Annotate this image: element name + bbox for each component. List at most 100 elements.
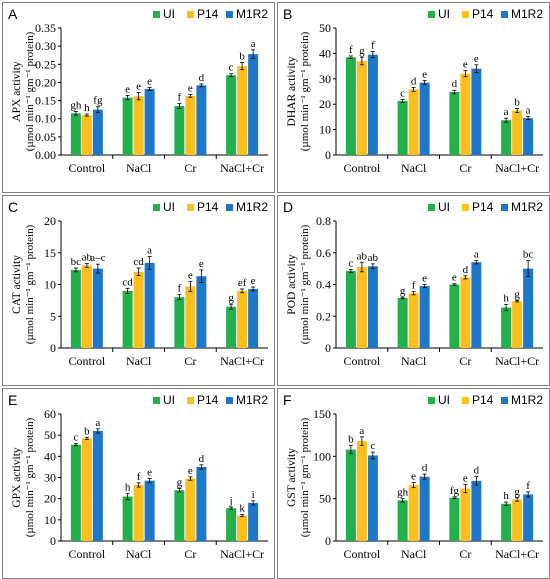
significance-label: fg <box>93 95 103 107</box>
significance-label: cd <box>133 256 144 268</box>
legend-swatch <box>428 11 435 18</box>
bar <box>81 265 92 348</box>
bar <box>523 268 534 348</box>
y-tick-label: 0.05 <box>35 130 56 144</box>
bar <box>196 466 207 541</box>
significance-label: f <box>371 40 375 52</box>
bar <box>449 284 460 348</box>
bar <box>501 120 512 155</box>
legend-label: M1R2 <box>511 7 543 21</box>
significance-label: a <box>474 249 479 261</box>
x-tick-label: NaCl <box>401 354 427 368</box>
x-tick-label: NaCl <box>401 161 427 175</box>
significance-label: a <box>504 106 509 118</box>
chart-panel-b: B UI P14 M1R2 0 10 20 30 40 50 DHAR activity (µmol … <box>277 2 550 193</box>
chart-svg: UI P14 M1R2 0 10 20 30 40 50 DHAR activity (µmol m… <box>286 7 543 175</box>
x-tick-label: Cr <box>184 161 196 175</box>
bar <box>133 484 144 541</box>
legend-label: UI <box>163 393 175 407</box>
significance-label: g <box>359 45 365 57</box>
bar <box>449 92 460 155</box>
bar <box>471 68 482 155</box>
significance-label: bc <box>523 249 534 261</box>
bar <box>174 106 185 155</box>
significance-label: d <box>452 78 458 90</box>
y-tick-label: 0 <box>325 534 331 548</box>
bar <box>408 293 419 348</box>
bar <box>144 262 155 348</box>
y-tick-label: 40 <box>44 449 56 463</box>
bar <box>501 503 512 541</box>
y-axis-unit-label: (µmol min⁻¹ gm⁻¹ protein) <box>24 31 36 151</box>
y-tick-label: 0.20 <box>35 75 56 89</box>
legend-label: UI <box>438 7 450 21</box>
chart-svg: UI P14 M1R2 0 50 100 150 GST activity (µmol min⁻… <box>286 393 543 561</box>
significance-label: f <box>349 44 353 56</box>
significance-label: e <box>422 273 427 285</box>
x-tick-label: Control <box>344 547 381 561</box>
bar <box>471 480 482 541</box>
bar <box>122 496 133 541</box>
significance-label: g <box>177 477 183 489</box>
y-tick-label: 0.30 <box>35 39 56 53</box>
y-tick-label: 50 <box>44 428 56 442</box>
bar <box>70 444 81 541</box>
legend-swatch <box>501 397 508 404</box>
y-tick-label: 0.35 <box>35 21 56 35</box>
significance-label: ab <box>357 250 368 262</box>
panel-letter: A <box>8 6 18 22</box>
legend-swatch <box>153 204 160 211</box>
y-tick-label: 0.00 <box>35 148 56 162</box>
panel-letter: D <box>283 199 294 215</box>
significance-label: c <box>229 62 234 74</box>
legend-swatch <box>153 397 160 404</box>
panel-letter: C <box>8 199 19 215</box>
significance-label: b <box>239 50 245 62</box>
significance-label: b <box>348 433 354 445</box>
legend-swatch <box>153 11 160 18</box>
panel-letter: E <box>8 392 18 408</box>
significance-label: a <box>526 105 531 117</box>
significance-label: e <box>136 81 141 93</box>
bar <box>248 54 259 155</box>
chart-panel-d: D UI P14 M1R2 0 0.2 0.4 0.6 0.8 POD activity (µmol… <box>277 195 550 386</box>
y-tick-label: 20 <box>44 492 56 506</box>
bar <box>501 307 512 348</box>
significance-label: a <box>251 38 256 50</box>
y-tick-label: 0 <box>50 534 56 548</box>
significance-label: d <box>474 465 480 477</box>
bar <box>144 88 155 155</box>
significance-label: e <box>411 471 416 483</box>
legend-swatch <box>501 11 508 18</box>
significance-label: f <box>137 471 141 483</box>
bar <box>185 95 196 155</box>
x-tick-label: NaCl <box>126 161 152 175</box>
legend-swatch <box>462 204 469 211</box>
significance-label: a <box>359 425 364 437</box>
significance-label: cd <box>122 276 133 288</box>
bar <box>345 57 356 155</box>
significance-label: f <box>412 280 416 292</box>
significance-label: g <box>514 486 520 498</box>
y-tick-label: 30 <box>44 471 56 485</box>
y-tick-label: 0 <box>325 341 331 355</box>
bar <box>345 449 356 541</box>
bar <box>449 497 460 541</box>
significance-label: j <box>229 495 233 507</box>
y-tick-label: 10 <box>44 513 56 527</box>
significance-label: c <box>73 432 78 444</box>
y-tick-label: 60 <box>44 407 56 421</box>
y-tick-label: 0.10 <box>35 112 56 126</box>
y-tick-label: 0.8 <box>316 214 331 228</box>
y-tick-label: 5 <box>50 309 56 323</box>
y-axis-unit-label: (µmol min⁻¹ gm⁻¹ protein) <box>299 224 311 344</box>
bar <box>92 268 103 348</box>
bar <box>408 485 419 541</box>
y-tick-label: 150 <box>313 407 331 421</box>
significance-label: e <box>188 465 193 477</box>
significance-label: k <box>239 503 245 515</box>
bar <box>81 115 92 155</box>
bar <box>356 267 367 348</box>
legend-label: UI <box>438 393 450 407</box>
legend-label: P14 <box>472 7 494 21</box>
